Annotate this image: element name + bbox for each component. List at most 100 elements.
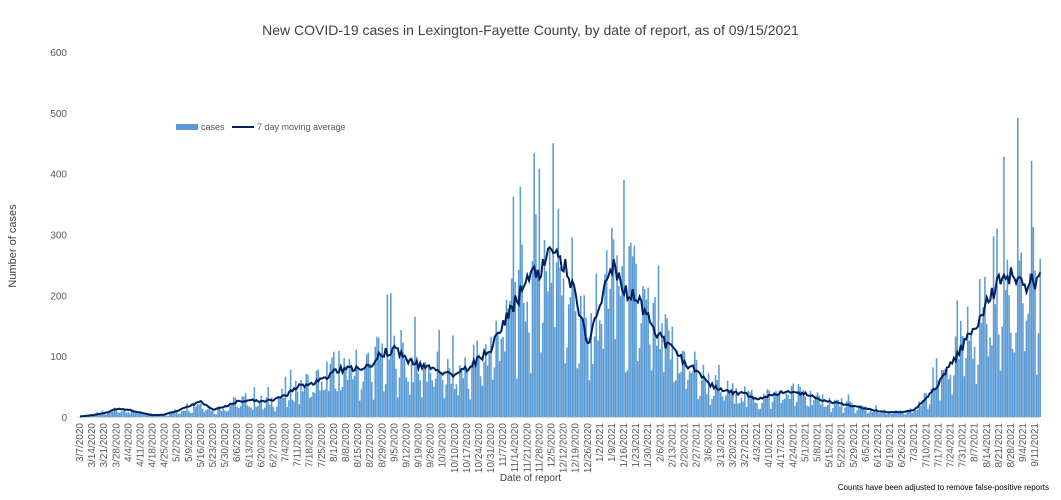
bar [1035, 374, 1038, 417]
x-tick-label: 6/27/2020 [268, 423, 279, 468]
x-tick-label: 5/16/2020 [196, 423, 207, 468]
bar [595, 273, 598, 417]
x-tick-label: 6/13/2020 [244, 423, 255, 468]
bar [972, 358, 974, 417]
bar [457, 395, 459, 417]
bar [642, 286, 644, 417]
bar [459, 365, 461, 417]
bar [471, 363, 473, 417]
bar [548, 245, 551, 417]
legend-label-cases: cases [201, 122, 225, 132]
bar [467, 388, 470, 417]
bar [809, 390, 812, 417]
bar [699, 395, 701, 417]
bar [198, 404, 200, 417]
bar [326, 361, 328, 417]
bar [566, 347, 568, 417]
x-tick-label: 10/10/2020 [450, 423, 461, 473]
bar [586, 337, 589, 417]
bar [802, 389, 805, 417]
x-tick-label: 8/7/2021 [970, 423, 981, 462]
bar [243, 396, 245, 417]
x-tick-label: 3/27/2021 [740, 423, 751, 468]
bar [523, 302, 525, 417]
bar [187, 410, 190, 417]
bar [263, 407, 266, 417]
bar [807, 406, 810, 417]
bar [239, 406, 242, 417]
bar [355, 349, 358, 417]
bar [851, 402, 853, 417]
bar [205, 410, 207, 417]
bar [593, 336, 596, 417]
bar [174, 409, 176, 417]
bar [864, 408, 867, 417]
bar [550, 282, 553, 417]
x-tick-label: 8/28/2021 [1006, 423, 1017, 468]
bar [310, 396, 313, 417]
bar [783, 398, 786, 417]
bar [206, 409, 209, 417]
bar [210, 411, 212, 417]
x-tick-label: 4/3/2021 [752, 423, 763, 462]
bar [942, 370, 945, 417]
bar [913, 409, 915, 417]
bar [132, 409, 135, 417]
bar [868, 412, 870, 417]
bar [992, 236, 995, 417]
bar [707, 373, 710, 417]
bar [136, 412, 138, 417]
bar [381, 343, 383, 417]
bar [649, 344, 651, 417]
bar [250, 407, 252, 417]
bar [417, 373, 420, 417]
bar [909, 408, 912, 417]
bar [336, 391, 339, 417]
bar [339, 390, 342, 417]
bar [217, 406, 219, 417]
bar [923, 393, 926, 417]
bar [113, 407, 116, 417]
bar [927, 408, 929, 417]
bar [873, 411, 876, 417]
bar [405, 377, 408, 417]
bar [272, 406, 275, 417]
bar [756, 403, 758, 417]
x-tick-label: 12/12/2020 [559, 423, 570, 473]
bar [315, 370, 318, 417]
bar [624, 372, 627, 417]
x-tick-label: 1/30/2021 [643, 423, 654, 468]
bar [953, 375, 955, 417]
bar [438, 329, 440, 417]
bar [745, 406, 748, 417]
x-tick-label: 1/16/2021 [619, 423, 630, 468]
bar [357, 366, 359, 417]
bar [307, 374, 309, 417]
bar [130, 409, 133, 417]
bar [450, 383, 453, 417]
bar [179, 413, 181, 417]
bar [854, 413, 857, 417]
bar [605, 250, 608, 417]
bar [257, 405, 259, 417]
bar [244, 393, 247, 417]
x-tick-label: 3/20/2021 [728, 423, 739, 468]
bar [229, 405, 231, 417]
bar [362, 381, 364, 417]
moving-average-line [79, 246, 1042, 418]
bar [552, 143, 554, 417]
bar [871, 412, 874, 417]
bar [968, 340, 971, 417]
bar [721, 396, 724, 417]
x-tick-label: 2/20/2021 [680, 423, 691, 468]
x-tick-label: 5/22/2021 [837, 423, 848, 468]
bar [764, 395, 767, 417]
x-tick-label: 5/30/2020 [220, 423, 231, 468]
bar [754, 402, 757, 417]
bar [773, 392, 776, 417]
bar [526, 301, 529, 417]
bar [804, 396, 807, 417]
x-tick-label: 7/31/2021 [958, 423, 969, 468]
bar [856, 410, 858, 417]
